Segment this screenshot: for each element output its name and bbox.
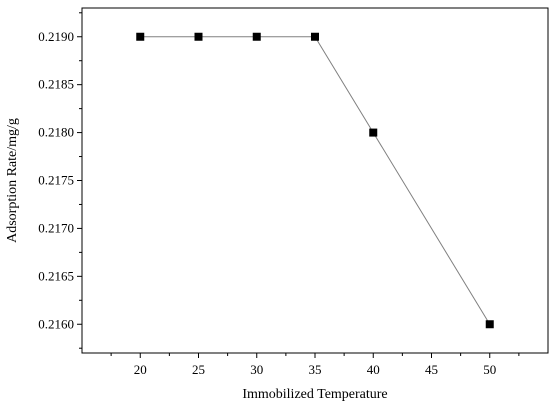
plot-frame	[81, 7, 549, 354]
x-axis-title: Immobilized Temperature	[242, 387, 387, 402]
ticks: 20 25 30 35 40 45 50 0.2160 0.2165 0.2170 0.2175 0.…	[38, 12, 520, 377]
y-tick-label: 0.2160	[38, 316, 74, 331]
y-tick-label: 0.2175	[38, 173, 74, 188]
y-axis-title: Adsorption Rate/mg/g	[5, 118, 20, 243]
x-tick-label: 30	[250, 362, 263, 377]
data-point	[369, 128, 378, 137]
y-tick-label: 0.2180	[38, 125, 74, 140]
data-point	[311, 32, 319, 41]
x-tick-label: 40	[367, 362, 380, 377]
x-tick-label: 45	[425, 362, 438, 377]
x-tick-label: 20	[134, 362, 147, 377]
series	[136, 32, 494, 329]
series-line	[140, 36, 491, 325]
y-tick-label: 0.2170	[38, 220, 74, 235]
data-point	[252, 32, 261, 41]
x-tick-label: 50	[483, 362, 496, 377]
y-tick-label: 0.2165	[38, 268, 74, 283]
y-tick-label: 0.2185	[38, 77, 74, 92]
axes	[81, 7, 549, 354]
data-point	[136, 32, 145, 41]
data-point	[194, 32, 203, 41]
x-tick-label: 25	[192, 362, 205, 377]
data-point	[485, 320, 494, 329]
x-tick-label: 35	[309, 362, 322, 377]
y-tick-label: 0.2190	[38, 29, 74, 44]
